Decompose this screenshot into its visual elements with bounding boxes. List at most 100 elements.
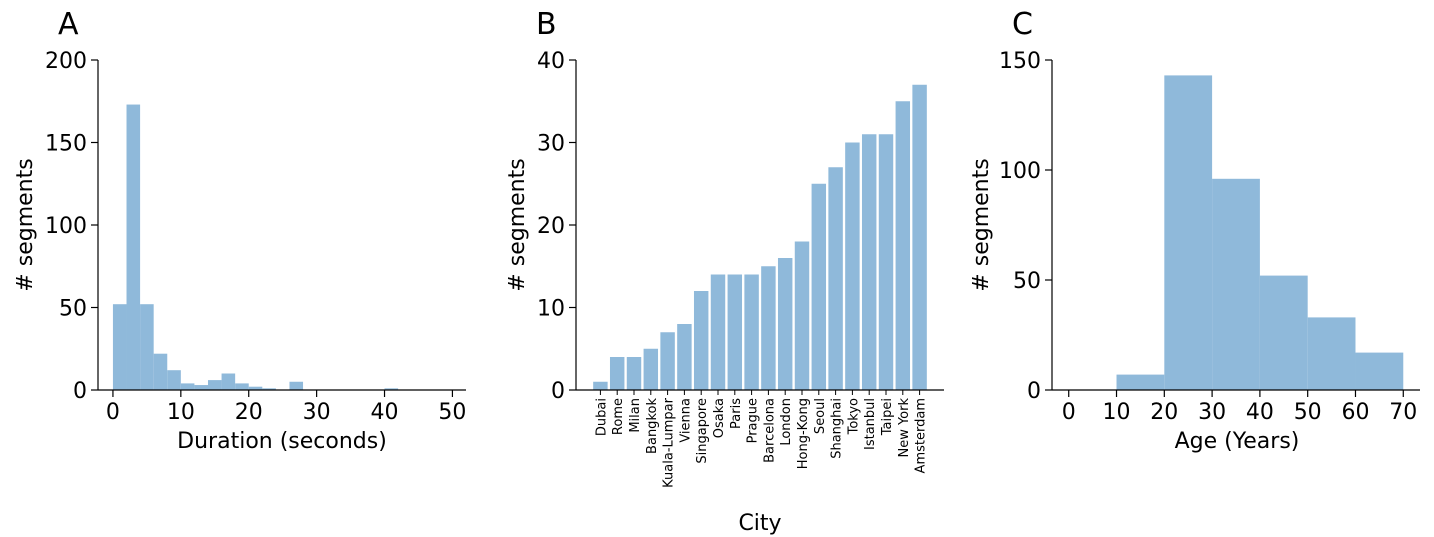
bar-new-york (895, 101, 911, 390)
x-tick-label: 20 (1150, 400, 1178, 425)
histogram-bar (207, 380, 222, 390)
panel-b-xticks: Dubai Rome Milan Bangkok Kuala-Lumpar Vienna S… (594, 390, 929, 488)
panel-c-label: C (1012, 7, 1033, 42)
y-tick-label: 30 (537, 132, 565, 157)
x-tick-label: Dubai (594, 398, 609, 436)
histogram-bar (1355, 352, 1404, 390)
x-tick-label: Tokyo (846, 398, 861, 435)
x-tick-label: New York (897, 398, 912, 458)
x-tick-label: London (779, 398, 794, 446)
histogram-bar (112, 304, 127, 390)
histogram-bar (153, 353, 168, 390)
y-tick-label: 0 (551, 379, 565, 404)
x-tick-label: Shanghai (830, 398, 845, 459)
panel-c-yticks: 0 50 100 150 (999, 49, 1052, 404)
y-tick-label: 50 (59, 297, 87, 322)
x-tick-label: 50 (438, 400, 466, 425)
panel-b-ylabel: # segments (505, 158, 530, 291)
y-tick-label: 150 (45, 132, 87, 157)
bar-shanghai (828, 167, 843, 390)
x-tick-label: Milan (628, 398, 643, 433)
x-tick-label: 10 (1103, 400, 1131, 425)
x-tick-label: 20 (235, 400, 263, 425)
histogram-bar (126, 104, 141, 391)
histogram-bar (1212, 178, 1260, 390)
panel-b-bars (593, 84, 927, 390)
bar-taipei (878, 134, 894, 390)
panel-b-xlabel: City (738, 511, 781, 536)
x-tick-label: Osaka (712, 398, 727, 438)
panel-b: B 0 10 20 30 40 Dubai Rome Milan Bangkok Kuala-L… (505, 7, 944, 536)
y-tick-label: 100 (45, 214, 87, 239)
x-tick-label: 30 (1198, 400, 1226, 425)
histogram-bar (384, 388, 399, 390)
x-tick-label: Barcelona (762, 398, 777, 463)
bar-prague (744, 274, 759, 390)
panel-a-yticks: 0 50 100 150 200 (45, 49, 98, 404)
histogram-bar (1164, 75, 1213, 391)
histogram-bar (248, 386, 263, 390)
bar-dubai (593, 381, 608, 390)
histogram-bar (262, 388, 276, 390)
y-tick-label: 40 (537, 49, 565, 74)
x-tick-label: Kuala-Lumpar (662, 397, 677, 487)
bar-tokyo (845, 142, 860, 390)
panel-a-ylabel: # segments (13, 158, 38, 291)
bar-istanbul (861, 134, 877, 390)
bar-barcelona (761, 266, 776, 390)
bar-osaka (710, 274, 726, 390)
panel-a-xlabel: Duration (seconds) (177, 429, 387, 454)
bar-singapore (693, 291, 709, 390)
histogram-bar (167, 370, 181, 390)
panel-a-xticks: 0 10 20 30 40 50 (106, 390, 466, 425)
y-tick-label: 200 (45, 49, 87, 74)
bar-rome (609, 357, 625, 390)
x-tick-label: Seoul (813, 398, 828, 434)
x-tick-label: Hong-Kong (796, 398, 811, 469)
bar-amsterdam (912, 84, 927, 390)
bar-vienna (677, 324, 692, 390)
histogram-bar (1116, 374, 1165, 390)
bar-milan (626, 357, 642, 390)
panel-c-ylabel: # segments (969, 158, 994, 291)
x-tick-label: Taipei (880, 398, 895, 436)
bar-hong-kong (794, 241, 810, 390)
y-tick-label: 50 (1013, 269, 1041, 294)
histogram-bar (289, 381, 304, 390)
x-tick-label: 30 (303, 400, 331, 425)
x-tick-label: 70 (1389, 400, 1417, 425)
y-tick-label: 20 (537, 214, 565, 239)
histogram-bar (180, 383, 195, 390)
x-tick-label: Singapore (695, 398, 710, 464)
panel-c-xticks: 0 10 20 30 40 50 60 70 (1062, 390, 1417, 425)
x-tick-label: Amsterdam (914, 398, 929, 473)
x-tick-label: Vienna (678, 398, 693, 443)
y-tick-label: 0 (1027, 379, 1041, 404)
x-tick-label: Istanbul (863, 398, 878, 450)
panel-a: A 0 50 100 150 200 0 10 20 30 40 50 Duration (sec… (13, 7, 466, 454)
x-tick-label: 10 (167, 400, 195, 425)
histogram-bar (221, 373, 236, 390)
histogram-bar (1259, 275, 1308, 390)
x-tick-label: Rome (611, 398, 626, 435)
panel-b-yticks: 0 10 20 30 40 (537, 49, 576, 404)
x-tick-label: 0 (106, 400, 120, 425)
y-tick-label: 0 (73, 379, 87, 404)
histogram-bar (235, 383, 249, 390)
x-tick-label: 50 (1294, 400, 1322, 425)
x-tick-label: Bangkok (645, 398, 660, 454)
bar-kuala-lumpar (660, 332, 675, 390)
panel-c-xlabel: Age (Years) (1175, 429, 1300, 454)
histogram-bar (140, 304, 154, 390)
x-tick-label: 40 (1246, 400, 1274, 425)
panel-c-bars (1116, 75, 1404, 391)
histogram-bar (194, 385, 208, 390)
y-tick-label: 150 (999, 49, 1041, 74)
y-tick-label: 10 (537, 297, 565, 322)
x-tick-label: 60 (1341, 400, 1369, 425)
bar-london (777, 258, 793, 390)
panel-b-label: B (536, 7, 557, 42)
histogram-bar (1307, 317, 1356, 390)
panel-a-label: A (58, 7, 79, 42)
